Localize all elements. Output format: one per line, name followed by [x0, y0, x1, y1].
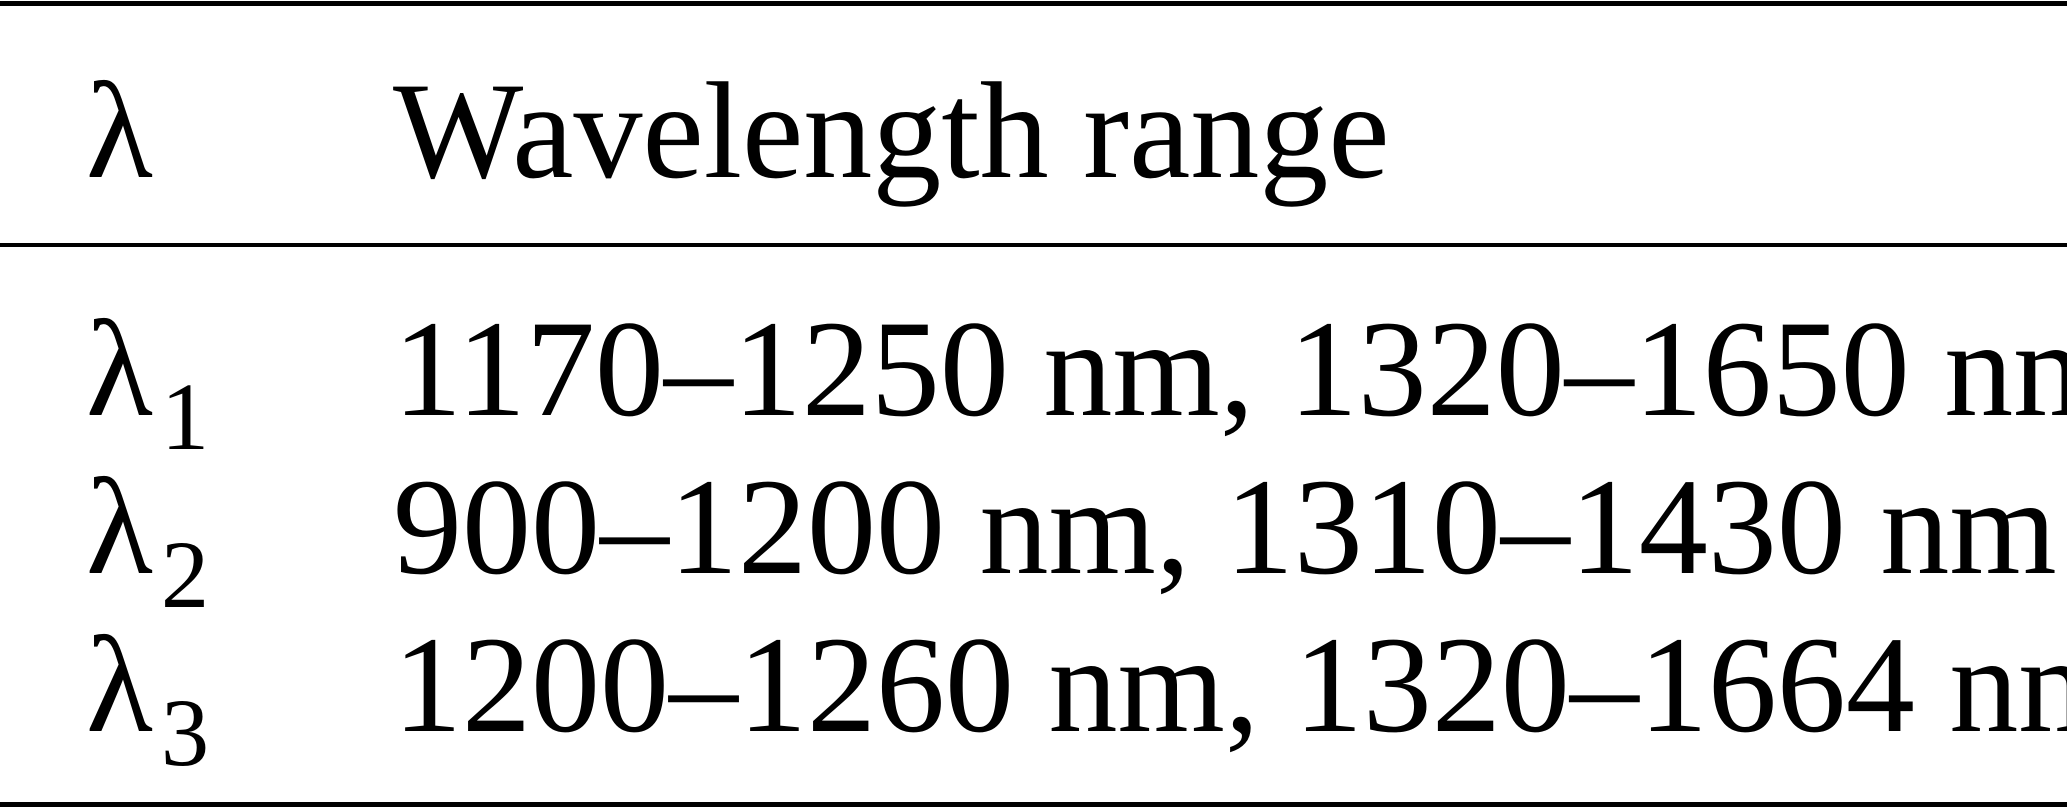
row-range: 900–1200 nm, 1310–1430 nm	[393, 450, 2057, 603]
header-lambda: λ	[86, 54, 153, 207]
row-symbol: λ1	[86, 300, 209, 465]
header-rule	[0, 243, 2067, 247]
lambda-symbol: λ	[86, 450, 153, 603]
row-range: 1200–1260 nm, 1320–1664 nm	[393, 608, 2067, 761]
subscript: 1	[160, 362, 210, 470]
top-rule	[0, 1, 2067, 6]
row-symbol: λ2	[86, 458, 209, 623]
header-wavelength-range: Wavelength range	[393, 54, 1390, 207]
lambda-symbol: λ	[86, 608, 153, 761]
bottom-rule	[0, 802, 2067, 807]
subscript: 2	[160, 520, 210, 628]
row-symbol: λ3	[86, 616, 209, 781]
lambda-symbol: λ	[86, 292, 153, 445]
subscript: 3	[160, 678, 210, 786]
row-range: 1170–1250 nm, 1320–1650 nm	[393, 292, 2067, 445]
